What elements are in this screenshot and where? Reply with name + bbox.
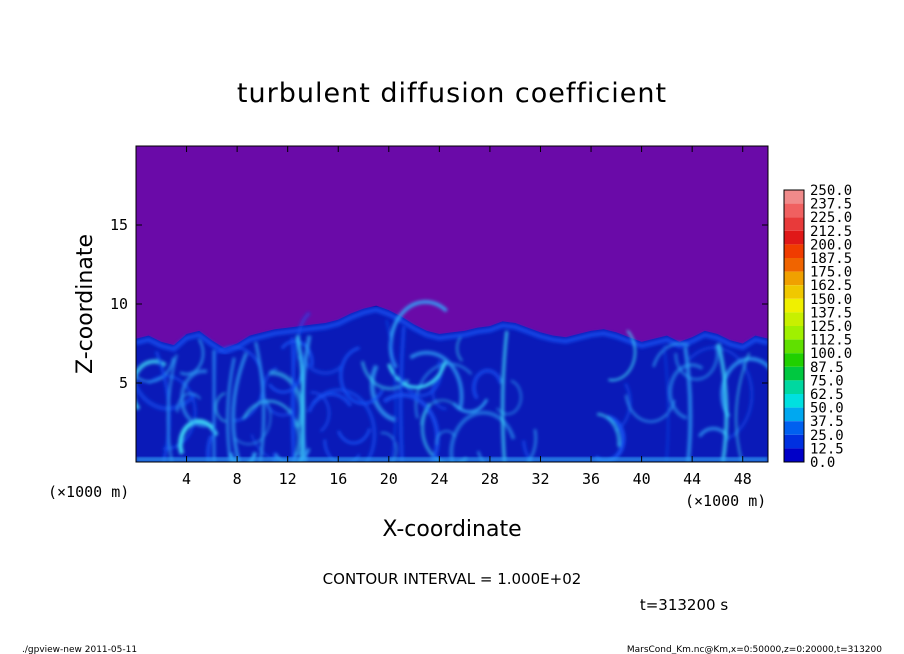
x-tick-label: 28 [481, 470, 499, 488]
colorbar-frame [783, 189, 805, 463]
colorbar-swatch [784, 326, 804, 340]
time-label: t=313200 s [640, 596, 728, 614]
plume-edge [136, 306, 768, 355]
colorbar-swatch [784, 190, 804, 204]
colorbar-label: 237.5 [810, 197, 852, 213]
x-unit-right: (×1000 m) [685, 492, 766, 510]
colorbar-label: 112.5 [810, 333, 852, 349]
swirl-structures [136, 300, 768, 462]
colorbar-label: 162.5 [810, 278, 852, 294]
x-tick-label: 20 [380, 470, 398, 488]
x-tick-label: 8 [233, 470, 242, 488]
colorbar-swatch [784, 448, 804, 462]
y-axis-ticks: 5 10 15 [110, 216, 768, 392]
colorbar-swatch [784, 407, 804, 422]
colorbar-swatch [784, 394, 804, 408]
y-tick-label: 15 [110, 216, 128, 234]
x-axis-ticks: 4 8 12 16 20 24 28 32 36 40 44 48 [182, 146, 752, 488]
colorbar-label: 225.0 [810, 210, 852, 226]
colorbar-swatch [784, 298, 804, 313]
surface-layer [136, 457, 768, 462]
plot-area [135, 145, 769, 463]
colorbar-swatch [784, 312, 804, 326]
colorbar-swatch [784, 217, 804, 231]
colorbar-swatch [784, 353, 804, 367]
colorbar-swatch [784, 244, 804, 258]
colorbar-swatch [784, 230, 804, 245]
colorbar-label: 62.5 [810, 387, 844, 403]
colorbar-label: 137.5 [810, 305, 852, 321]
y-tick-label: 10 [110, 295, 128, 313]
colorbar-swatch [784, 285, 804, 299]
colorbar-label: 187.5 [810, 251, 852, 267]
footer-right: MarsCond_Km.nc@Km,x=0:50000,z=0:20000,t=… [627, 645, 882, 654]
x-tick-label: 32 [531, 470, 549, 488]
colorbar-label: 37.5 [810, 414, 844, 430]
x-tick-label: 36 [582, 470, 600, 488]
colorbar-label: 175.0 [810, 265, 852, 281]
colorbar-swatch [784, 203, 804, 218]
x-tick-label: 24 [430, 470, 448, 488]
colorbar-swatch [784, 434, 804, 449]
turbulence-field [136, 300, 768, 462]
colorbar-label: 12.5 [810, 441, 844, 457]
colorbar-label: 50.0 [810, 401, 844, 417]
colorbar-swatch [784, 380, 804, 394]
colorbar-swatch [784, 421, 804, 435]
x-tick-label: 48 [734, 470, 752, 488]
colorbar-label: 200.0 [810, 237, 852, 253]
x-tick-label: 12 [279, 470, 297, 488]
colorbar-label: 125.0 [810, 319, 852, 335]
colorbar-swatch [784, 366, 804, 381]
colorbar-swatch [784, 339, 804, 354]
y-axis-label: Z-coordinate [73, 234, 98, 374]
colorbar: 250.0237.5225.0212.5200.0187.5175.0162.5… [783, 183, 852, 471]
colorbar-label: 250.0 [810, 183, 852, 199]
footer-left: ./gpview-new 2011-05-11 [22, 645, 137, 654]
colorbar-swatch [784, 271, 804, 286]
colorbar-label: 212.5 [810, 224, 852, 240]
colorbar-label: 150.0 [810, 292, 852, 308]
x-unit-left: (×1000 m) [48, 483, 129, 501]
y-tick-label: 5 [119, 374, 128, 392]
colorbar-label: 87.5 [810, 360, 844, 376]
x-axis-label: X-coordinate [382, 517, 521, 542]
x-tick-label: 40 [633, 470, 651, 488]
colorbar-label: 0.0 [810, 455, 835, 471]
colorbar-label: 75.0 [810, 373, 844, 389]
x-tick-label: 16 [329, 470, 347, 488]
x-tick-label: 44 [683, 470, 701, 488]
chart-title: turbulent diffusion coefficient [237, 78, 667, 109]
contour-interval: CONTOUR INTERVAL = 1.000E+02 [323, 570, 582, 588]
colorbar-label: 100.0 [810, 346, 852, 362]
colorbar-swatch [784, 258, 804, 272]
x-tick-label: 4 [182, 470, 191, 488]
colorbar-label: 25.0 [810, 428, 844, 444]
